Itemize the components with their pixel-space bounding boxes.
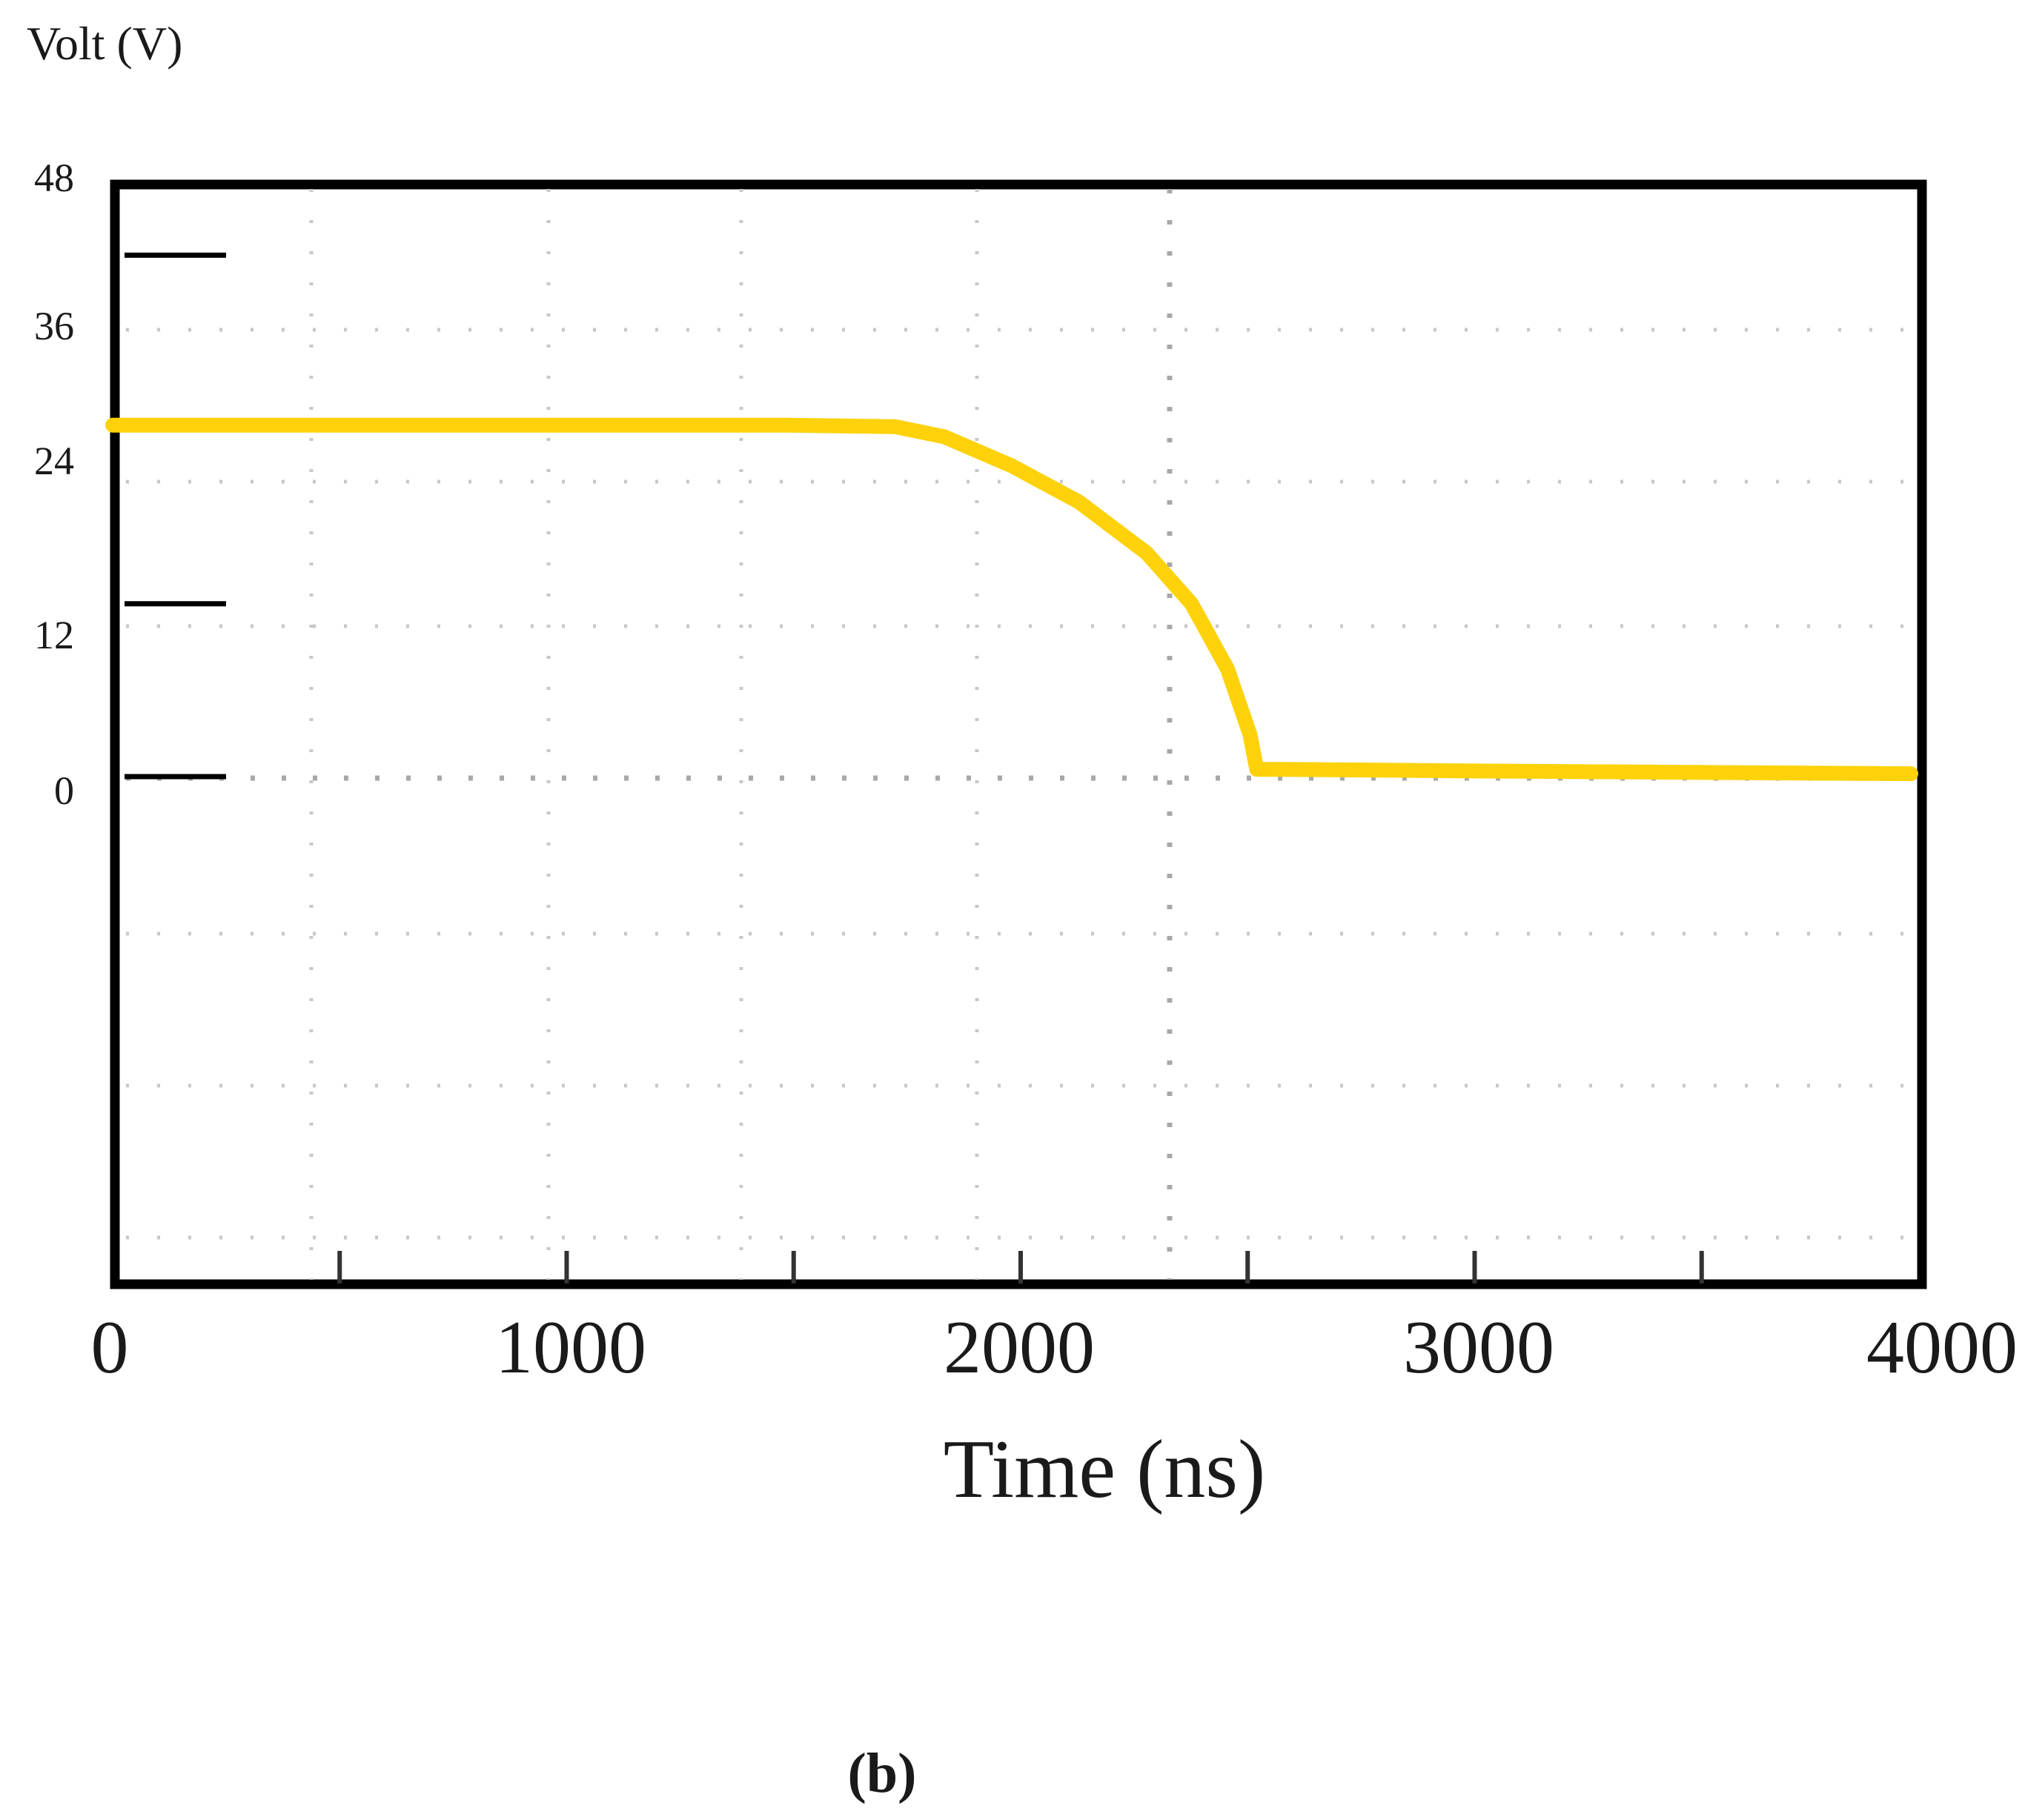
y-tick-label-12: 12 <box>34 613 74 657</box>
y-axis-title: Volt (V) <box>27 17 182 70</box>
x-tick-labels: 0 1000 2000 3000 4000 <box>91 1306 2018 1389</box>
plot-frame <box>110 179 1927 1289</box>
x-tick-label-0: 0 <box>91 1306 129 1389</box>
x-axis-title: Time (ns) <box>944 1424 1266 1515</box>
y-tick-label-36: 36 <box>34 304 74 348</box>
series-line-voltage <box>105 417 1918 782</box>
y-tick-label-24: 24 <box>34 439 74 483</box>
x-tick-label-3000: 3000 <box>1403 1306 1554 1389</box>
x-tick-label-2000: 2000 <box>944 1306 1095 1389</box>
x-tick-label-4000: 4000 <box>1866 1306 2018 1389</box>
y-tick-label-0: 0 <box>54 768 74 813</box>
x-tick-label-1000: 1000 <box>495 1306 646 1389</box>
figure-caption: (b) <box>848 1742 917 1804</box>
x-tick-marks <box>337 1251 1704 1283</box>
y-tick-labels: 48 36 24 12 0 <box>34 156 74 813</box>
y-tick-label-48: 48 <box>34 156 74 200</box>
